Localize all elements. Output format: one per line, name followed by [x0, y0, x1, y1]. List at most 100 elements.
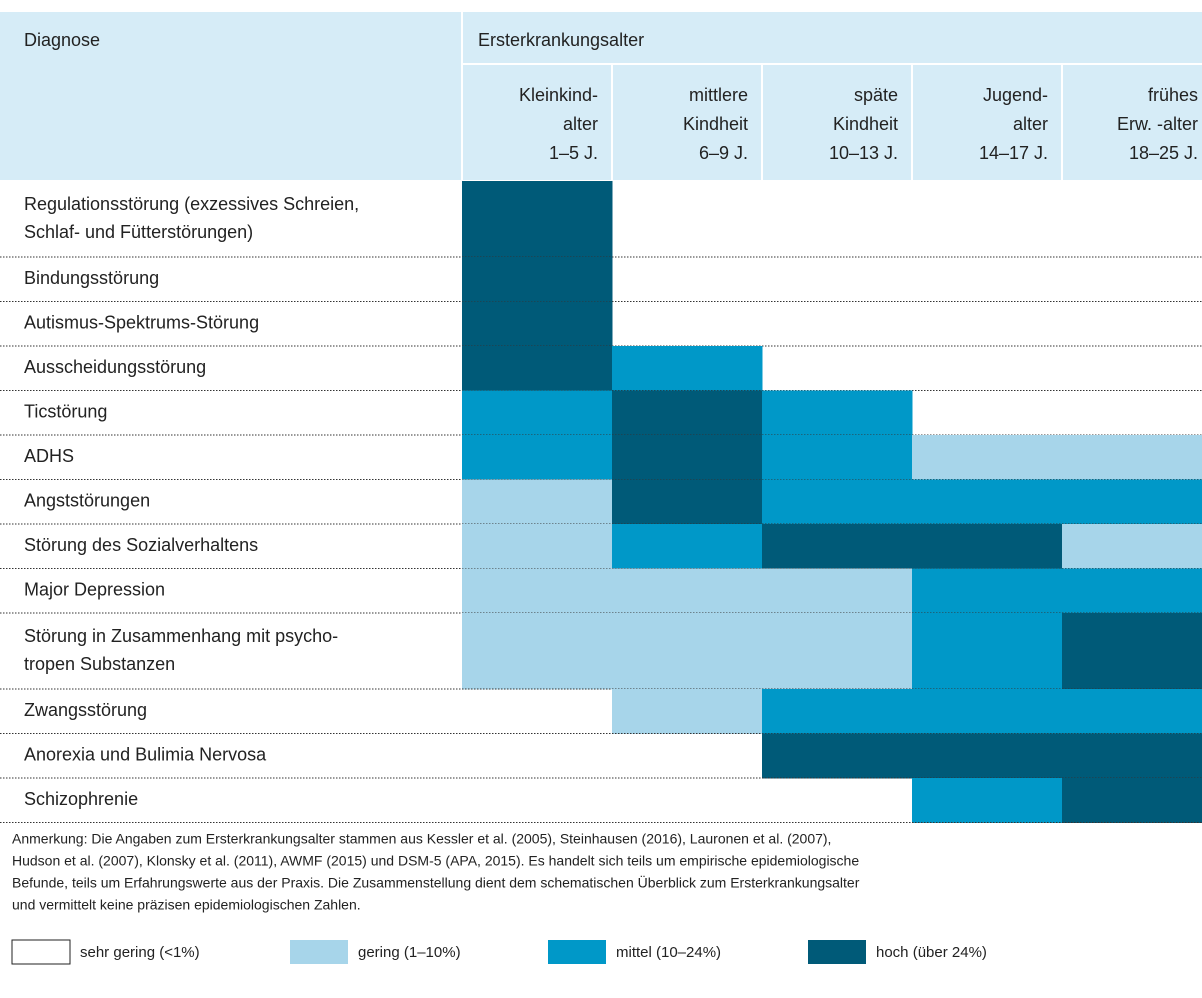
cell — [762, 613, 913, 690]
cell — [762, 181, 913, 258]
cell — [912, 778, 1063, 823]
row-label: Zwangsstörung — [24, 700, 147, 720]
cell — [612, 435, 763, 480]
column-label: 10–13 J. — [829, 143, 898, 163]
cell — [1062, 568, 1202, 614]
cell — [912, 568, 1063, 614]
cell — [462, 346, 613, 391]
cell — [462, 390, 613, 436]
note-line: Anmerkung: Die Angaben zum Ersterkrankun… — [12, 831, 831, 847]
row-label: Ticstörung — [24, 402, 107, 422]
cell — [462, 435, 613, 480]
cell — [762, 302, 913, 347]
cell — [462, 734, 613, 779]
column-label: 14–17 J. — [979, 143, 1048, 163]
cell — [912, 391, 1063, 436]
cell — [762, 390, 913, 436]
cell — [762, 346, 913, 391]
cell — [912, 257, 1063, 302]
cell — [612, 734, 763, 779]
cell — [1062, 613, 1202, 690]
note-line: Hudson et al. (2007), Klonsky et al. (20… — [12, 853, 859, 869]
note-line: Befunde, teils um Erfahrungswerte aus de… — [12, 874, 860, 891]
cell — [1062, 524, 1202, 569]
cell — [912, 181, 1063, 258]
legend-swatch — [290, 940, 348, 964]
row-label: Regulationsstörung (exzessives Schreien, — [24, 194, 359, 214]
column-label: frühes — [1148, 85, 1198, 105]
column-label: späte — [854, 85, 898, 105]
cell — [912, 524, 1063, 569]
cell — [1062, 181, 1202, 258]
cell — [612, 568, 763, 614]
header-age-group: Ersterkrankungsalter — [478, 30, 644, 50]
legend-label: gering (1–10%) — [358, 944, 461, 961]
cell — [912, 733, 1063, 779]
row-label: Störung in Zusammenhang mit psycho- — [24, 626, 338, 646]
cell — [462, 778, 613, 823]
cell — [462, 301, 613, 347]
cell — [912, 346, 1063, 391]
cell — [612, 181, 763, 258]
header-diagnosis: Diagnose — [24, 30, 100, 50]
column-label: alter — [1013, 114, 1048, 134]
row-label: Anorexia und Bulimia Nervosa — [24, 745, 267, 765]
row-label: Störung des Sozialverhaltens — [24, 535, 258, 555]
cell — [1062, 689, 1202, 734]
legend-label: sehr gering (<1%) — [80, 944, 200, 961]
cell — [612, 257, 763, 302]
row-label: Schlaf- und Fütterstörungen) — [24, 222, 253, 242]
column-label: Kleinkind- — [519, 85, 598, 105]
cell — [462, 524, 613, 569]
cell — [762, 257, 913, 302]
column-label: Kindheit — [683, 114, 748, 134]
cell — [612, 689, 763, 734]
cell — [1062, 257, 1202, 302]
cell — [1062, 346, 1202, 391]
cell — [1062, 302, 1202, 347]
cell — [462, 568, 613, 614]
row-label: Angststörungen — [24, 491, 150, 511]
cell — [762, 435, 913, 480]
cell — [912, 479, 1063, 525]
cell — [1062, 391, 1202, 436]
cell — [762, 778, 913, 823]
row-label: ADHS — [24, 446, 74, 466]
cell — [612, 613, 763, 690]
column-label: mittlere — [689, 85, 748, 105]
row-label: Ausscheidungsstörung — [24, 357, 206, 377]
cell — [462, 689, 613, 734]
legend-label: hoch (über 24%) — [876, 944, 987, 961]
cell — [462, 257, 613, 302]
cell — [612, 524, 763, 569]
column-label: 18–25 J. — [1129, 143, 1198, 163]
legend-swatch — [808, 940, 866, 964]
cell — [912, 689, 1063, 734]
row-label: tropen Substanzen — [24, 654, 175, 674]
note-line: und vermittelt keine präzisen epidemiolo… — [12, 897, 361, 913]
legend-swatch — [11, 939, 71, 965]
column-label: Erw. -alter — [1117, 114, 1198, 134]
cell — [912, 435, 1063, 480]
cell — [462, 181, 613, 258]
cell — [762, 733, 913, 779]
row-label: Autismus-Spektrums-Störung — [24, 313, 259, 333]
column-label: alter — [563, 114, 598, 134]
column-label: Kindheit — [833, 114, 898, 134]
cell — [762, 479, 913, 525]
cell — [1062, 479, 1202, 525]
column-label: 1–5 J. — [549, 143, 598, 163]
column-label: 6–9 J. — [699, 143, 748, 163]
cell — [912, 302, 1063, 347]
cell — [762, 524, 913, 569]
cell — [1062, 778, 1202, 823]
cell — [462, 613, 613, 690]
cell — [1062, 733, 1202, 779]
legend-swatch — [548, 940, 606, 964]
cell — [1062, 435, 1202, 480]
row-label: Schizophrenie — [24, 789, 138, 809]
cell — [762, 568, 913, 614]
row-label: Bindungsstörung — [24, 268, 159, 288]
cell — [612, 346, 763, 391]
